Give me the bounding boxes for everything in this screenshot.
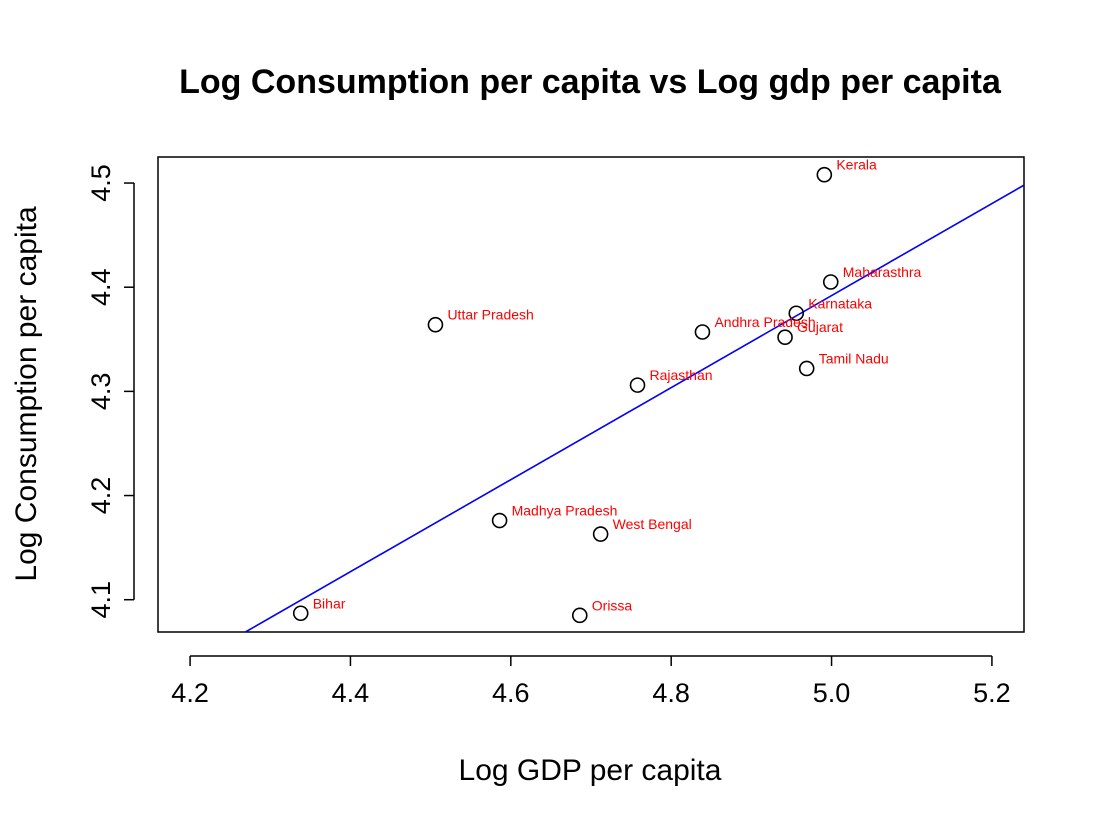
point-label: Karnataka [808, 295, 872, 311]
x-tick-label: 4.6 [492, 678, 530, 708]
point-label: Maharasthra [843, 264, 922, 280]
point-label: Gujarat [797, 319, 843, 335]
x-tick-label: 5.0 [813, 678, 851, 708]
data-point [629, 377, 646, 393]
data-point [491, 512, 508, 529]
point-label: West Bengal [613, 516, 692, 532]
point-label: Kerala [836, 157, 877, 173]
data-point [427, 316, 444, 333]
y-tick-label: 4.4 [86, 268, 116, 306]
data-point [816, 166, 833, 183]
data-point [571, 607, 588, 624]
point-label: Madhya Pradesh [512, 503, 618, 519]
point-label: Uttar Pradesh [447, 307, 533, 323]
data-point [694, 324, 711, 340]
x-axis: 4.2 4.4 4.6 4.8 5.0 5.2 [171, 655, 1011, 708]
point-label: Tamil Nadu [819, 350, 889, 366]
point-label: Rajasthan [650, 367, 713, 383]
point-label: Bihar [313, 595, 346, 611]
data-point [798, 360, 815, 377]
y-tick-label: 4.1 [86, 581, 116, 619]
y-tick-label: 4.2 [86, 477, 116, 515]
chart-title: Log Consumption per capita vs Log gdp pe… [179, 63, 1002, 101]
point-label: Orissa [592, 597, 633, 613]
plot-area-frame [157, 156, 1025, 633]
x-axis-title: Log GDP per capita [459, 754, 722, 787]
x-tick-label: 4.4 [332, 678, 370, 708]
x-tick-label: 4.2 [171, 678, 209, 708]
y-tick-label: 4.3 [86, 373, 116, 411]
y-axis: 4.1 4.2 4.3 4.4 4.5 [86, 164, 135, 619]
data-point [788, 305, 805, 322]
x-tick-label: 5.2 [973, 678, 1011, 708]
data-point [292, 605, 309, 622]
x-tick-label: 4.8 [652, 678, 690, 708]
y-tick-label: 4.5 [86, 164, 116, 202]
data-points [292, 166, 839, 624]
data-point [592, 526, 609, 542]
point-label: Andhra Pradesh [714, 314, 815, 330]
y-axis-title: Log Consumption per capita [10, 206, 43, 582]
regression-line [245, 184, 1025, 633]
data-point [777, 329, 793, 346]
data-point [822, 274, 839, 290]
